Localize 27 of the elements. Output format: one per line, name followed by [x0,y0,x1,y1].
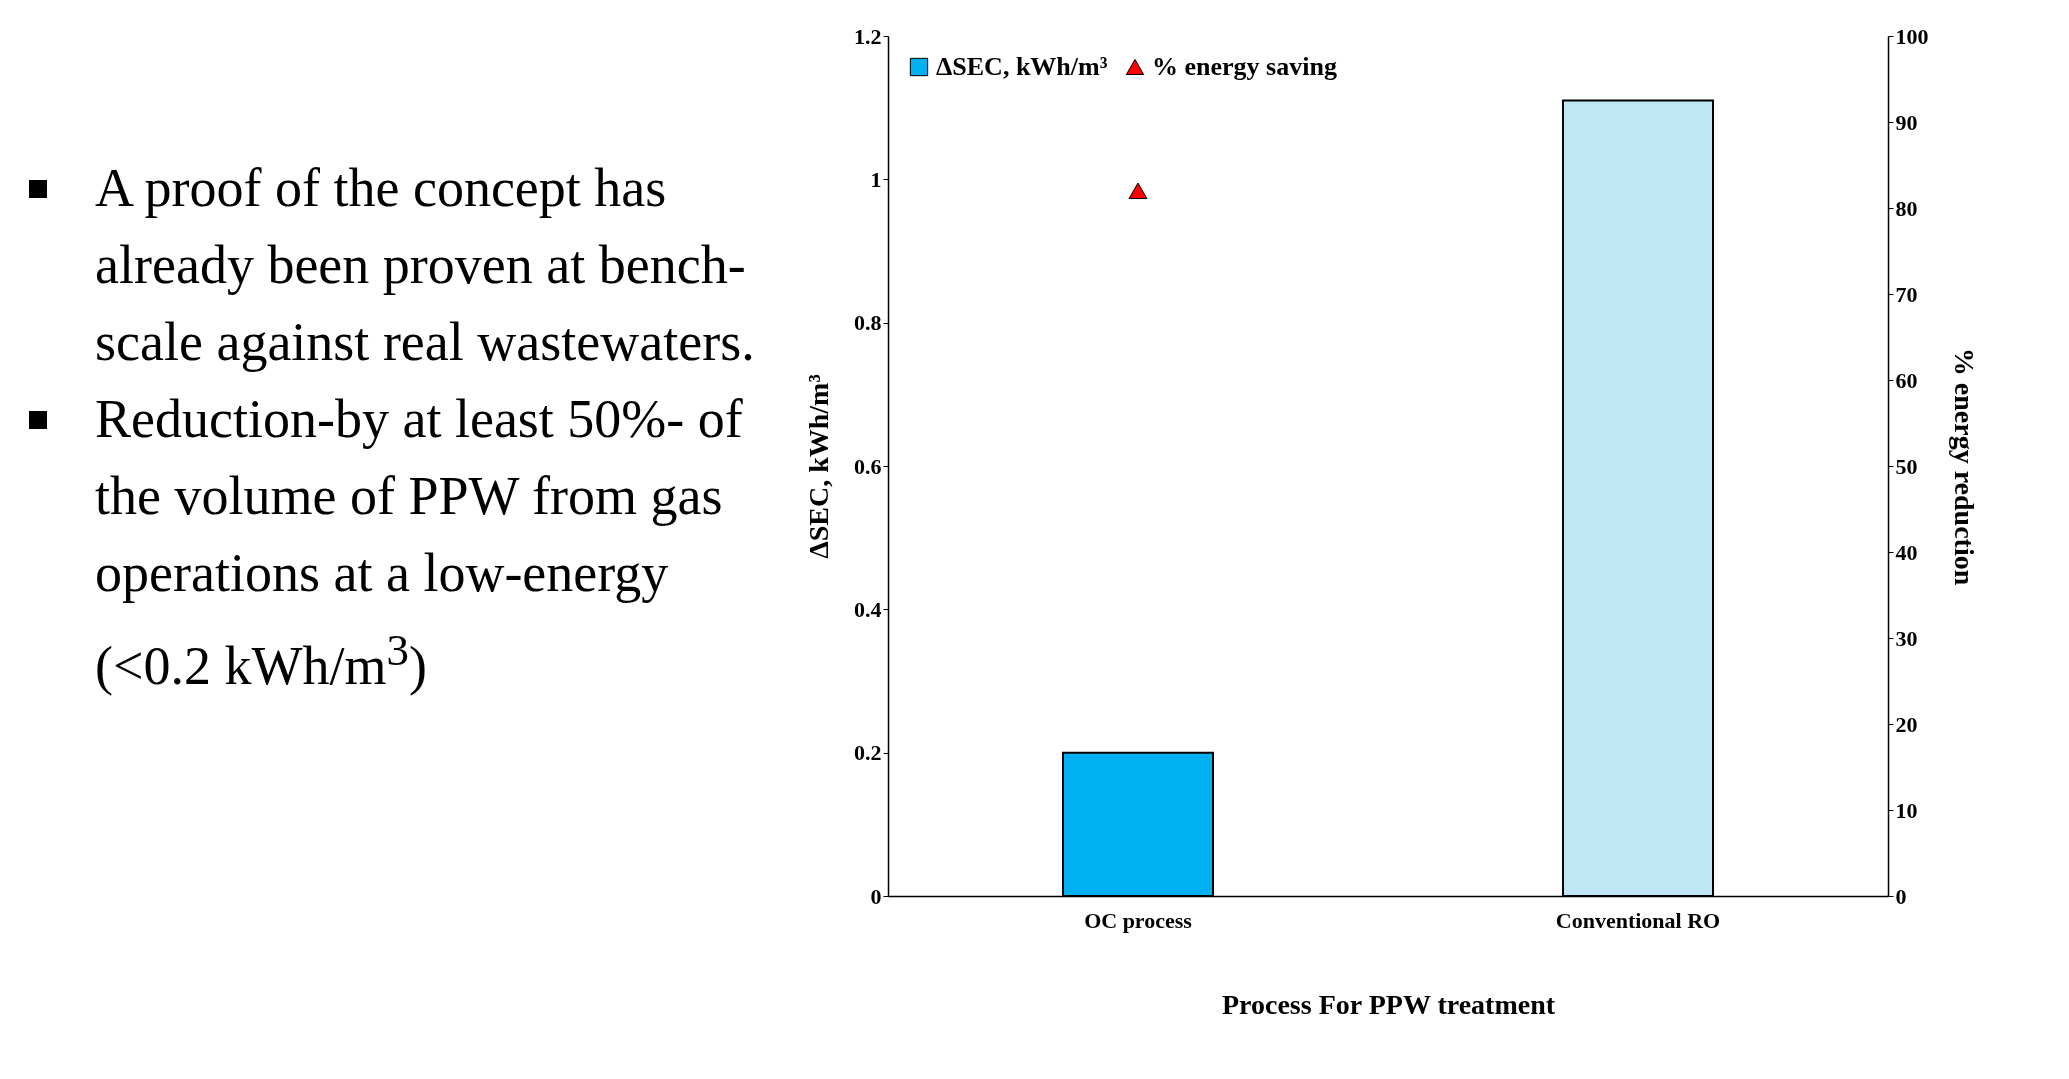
y-tick-label: 1.2 [854,23,882,49]
text: Reduction-by at least 50%- of the volume of PPW from gas operations at a low-energy (<0.2 kWh/m$^{3}$) [95,388,744,698]
y2-tick-label: 50 [1895,453,1918,479]
text: A proof of the concept has already been proven at bench-scale against real wastewaters. [95,157,756,374]
y-tick-label: 0.8 [854,310,882,336]
legend-label: % energy saving [1152,52,1337,81]
y-tick-label: 0 [870,883,882,909]
y-tick-label: 0.4 [854,596,882,622]
y2-tick-label: 60 [1895,367,1918,393]
y2-tick-label: 20 [1895,711,1918,737]
y2-tick-label: 80 [1895,195,1918,221]
y2-axis-title: % energy reduction [1948,347,1980,586]
x-tick-label: Conventional RO [1555,907,1721,933]
y2-tick-label: 40 [1895,539,1918,565]
legend-label: ΔSEC, kWh/m³ [936,52,1108,81]
y2-tick-label: 100 [1895,23,1929,49]
y-tick-label: 0.2 [854,740,882,766]
y-axis-title: ΔSEC, kWh/m³ [803,374,834,559]
y2-tick-label: 30 [1895,625,1918,651]
y2-tick-label: 10 [1895,797,1918,823]
x-axis-title: Process For PPW treatment [1221,988,1556,1020]
y2-tick-label: 0 [1895,883,1907,909]
y-tick-label: 0.6 [854,453,882,479]
y2-tick-label: 70 [1895,281,1918,307]
y2-tick-label: 90 [1895,109,1918,135]
x-tick-label: OC process [1084,907,1193,933]
y-tick-label: 1 [870,166,882,192]
